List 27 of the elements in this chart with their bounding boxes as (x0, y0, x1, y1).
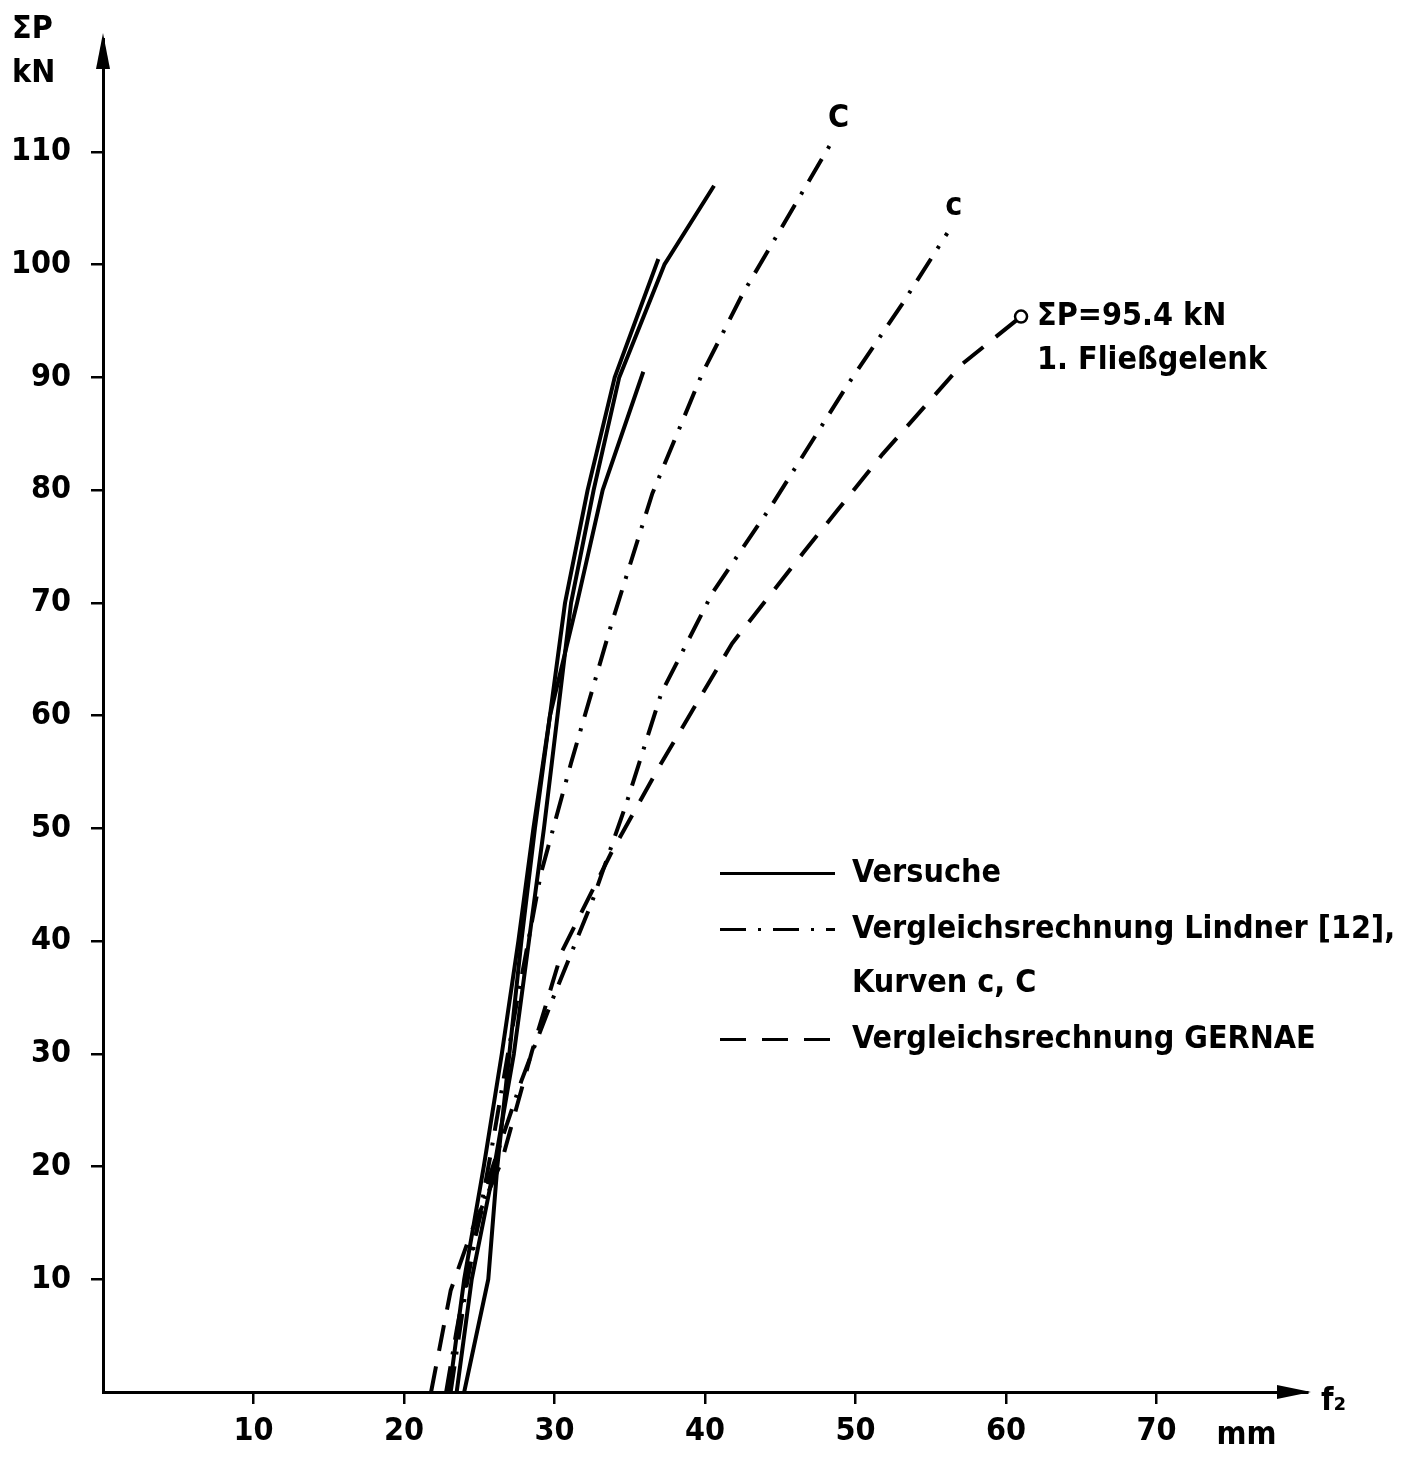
legend-label: Vergleichsrechnung Lindner [12], Kurven c, C (852, 907, 1396, 1000)
x-tick-label: 70 (1136, 1409, 1177, 1448)
y-tick-label: 80 (30, 468, 71, 507)
x-axis-title: f₂ (1321, 1380, 1347, 1419)
y-tick-label: 110 (10, 130, 71, 169)
x-tick-label: 30 (534, 1409, 575, 1448)
y-tick-label: 30 (30, 1032, 71, 1071)
x-tick-label: 20 (383, 1409, 425, 1448)
x-tick-label: 10 (233, 1409, 274, 1448)
legend-label: Vergleichsrechnung GERNAE (852, 1017, 1316, 1056)
y-tick-label: 100 (10, 242, 71, 281)
legend-label: Versuche (852, 851, 1001, 890)
y-tick-label: 20 (30, 1144, 71, 1183)
x-tick-label: 40 (684, 1409, 726, 1448)
annotation: c (945, 185, 963, 224)
y-tick-label: 90 (30, 355, 71, 394)
y-tick-label: 10 (30, 1257, 71, 1296)
y-axis-title: ΣP kN (12, 8, 56, 91)
annotation: ΣP=95.4 kN 1. Fließgelenk (1037, 294, 1268, 377)
x-tick-label: 60 (985, 1409, 1027, 1448)
y-tick-label: 50 (30, 806, 71, 845)
text: mm (1216, 1414, 1277, 1453)
y-tick-label: 70 (30, 581, 71, 620)
y-tick-label: 40 (30, 919, 71, 958)
y-tick-label: 60 (30, 693, 71, 732)
x-tick-label: 50 (835, 1409, 876, 1448)
annotation: C (827, 97, 850, 136)
